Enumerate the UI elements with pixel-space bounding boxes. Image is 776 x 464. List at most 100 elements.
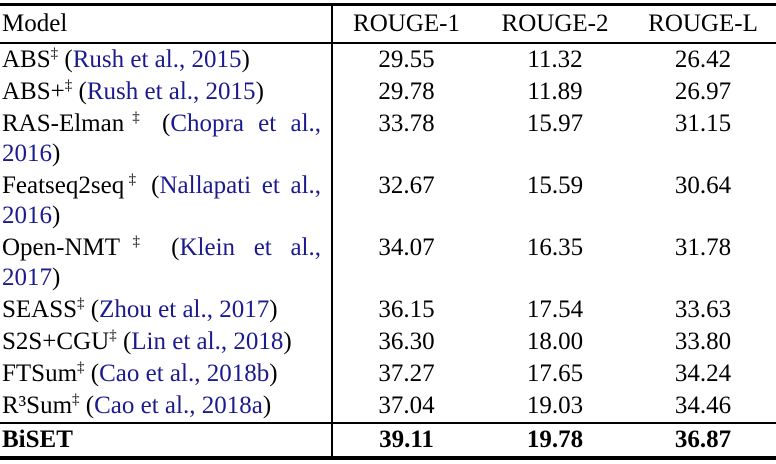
rouge1-value: 37.04 — [378, 392, 435, 419]
model-cell: S2S+CGU‡ (Lin et al., 2018) — [0, 326, 333, 358]
citation-link[interactable]: Cao et al., 2018b — [99, 360, 270, 387]
rouge2-value: 15.59 — [526, 172, 584, 199]
open-paren: ( — [171, 234, 180, 261]
citation: (Cao et al., 2018a) — [80, 392, 271, 419]
model-cell: BiSET — [0, 422, 333, 458]
citation-link[interactable]: Lin et al., 2018 — [131, 328, 284, 355]
open-paren: ( — [64, 46, 73, 73]
model-name: BiSET — [2, 426, 73, 453]
model-name: ABS — [2, 46, 51, 73]
close-paren: ) — [269, 296, 278, 323]
double-dagger-marker: ‡ — [50, 45, 59, 62]
rouge2-value: 19.78 — [480, 422, 630, 458]
table-row: Featseq2seq‡ (Nallapati et al., 2016) 32.… — [0, 170, 776, 232]
table-row: FTSum‡ (Cao et al., 2018b) 37.27 17.65 34.2… — [0, 358, 776, 390]
model-name: ABS+ — [2, 78, 65, 105]
model-name: FTSum — [2, 360, 78, 387]
citation: (Nallapati et al., 2016) — [2, 172, 321, 229]
close-paren: ) — [52, 140, 61, 167]
rouge2-value: 11.89 — [527, 78, 583, 105]
rouge1-value: 34.07 — [378, 234, 435, 261]
citation-link[interactable]: Chopra et al., 2016 — [2, 110, 322, 167]
open-paren: ( — [151, 172, 160, 199]
table-row: ABS‡ (Rush et al., 2015) 29.55 11.32 26.42 — [0, 43, 776, 76]
model-cell: ABS‡ (Rush et al., 2015) — [0, 43, 333, 76]
rouge1-value: 36.30 — [378, 328, 435, 355]
citation-link[interactable]: Nallapati et al., 2016 — [2, 172, 322, 229]
rougel-value: 34.24 — [674, 360, 732, 387]
model-cell: RAS-Elman‡ (Chopra et al., 2016) — [0, 108, 333, 170]
model-cell: FTSum‡ (Cao et al., 2018b) — [0, 358, 333, 390]
open-paren: ( — [122, 328, 132, 355]
model-name: SEASS — [2, 296, 78, 323]
citation-link[interactable]: Rush et al., 2015 — [72, 46, 242, 73]
model-name: R³Sum — [2, 392, 73, 419]
citation: (Cao et al., 2018b) — [85, 360, 278, 387]
citation-link[interactable]: Rush et al., 2015 — [86, 78, 256, 105]
rouge2-value: 17.54 — [526, 296, 584, 323]
citation: (Chopra et al., 2016) — [2, 110, 321, 167]
rougel-value: 36.87 — [630, 422, 776, 458]
column-header-rouge2: ROUGE-2 — [480, 4, 630, 44]
double-dagger-marker: ‡ — [64, 77, 73, 94]
model-name: S2S+CGU — [2, 328, 110, 355]
double-dagger-marker: ‡ — [124, 109, 148, 126]
table-row: Open-NMT‡ (Klein et al., 2017) 34.07 16.35… — [0, 232, 776, 294]
header-row: Model ROUGE-1 ROUGE-2 ROUGE-L — [0, 4, 776, 44]
model-cell: Open-NMT‡ (Klein et al., 2017) — [0, 232, 333, 294]
close-paren: ) — [283, 328, 292, 355]
column-header-rougel: ROUGE-L — [630, 4, 776, 44]
model-name: RAS-Elman — [2, 110, 125, 137]
citation-link[interactable]: Zhou et al., 2017 — [99, 296, 270, 323]
results-table: Model ROUGE-1 ROUGE-2 ROUGE-L ABS‡ (Rush… — [0, 3, 776, 460]
open-paren: ( — [85, 392, 95, 419]
citation: (Rush et al., 2015) — [58, 46, 249, 73]
double-dagger-marker: ‡ — [120, 233, 153, 250]
table-row: SEASS‡ (Zhou et al., 2017) 36.15 17.54 33.6… — [0, 294, 776, 326]
table-row: S2S+CGU‡ (Lin et al., 2018) 36.30 18.00 33.… — [0, 326, 776, 358]
rouge2-value: 15.97 — [526, 110, 584, 137]
rouge1-value: 33.78 — [378, 110, 435, 137]
rouge1-value: 29.78 — [378, 78, 435, 105]
table-row: R³Sum‡ (Cao et al., 2018a) 37.04 19.03 34.4… — [0, 390, 776, 423]
column-header-model: Model — [0, 4, 333, 44]
close-paren: ) — [255, 78, 264, 105]
open-paren: ( — [78, 78, 87, 105]
rouge2-value: 11.32 — [527, 46, 583, 73]
citation: (Klein et al., 2017) — [2, 234, 321, 291]
rougel-value: 30.64 — [674, 172, 732, 199]
double-dagger-marker: ‡ — [109, 327, 117, 344]
double-dagger-marker: ‡ — [72, 391, 80, 408]
rougel-value: 31.78 — [674, 234, 732, 261]
model-name: Featseq2seq — [2, 172, 125, 199]
rougel-value: 26.97 — [674, 78, 732, 105]
citation-link[interactable]: Cao et al., 2018a — [94, 392, 263, 419]
citation: (Zhou et al., 2017) — [85, 296, 278, 323]
citation-link[interactable]: Klein et al., 2017 — [2, 234, 321, 291]
table-row: BiSET 39.11 19.78 36.87 — [0, 422, 776, 458]
model-cell: R³Sum‡ (Cao et al., 2018a) — [0, 390, 333, 423]
rougel-value: 31.15 — [674, 110, 732, 137]
double-dagger-marker: ‡ — [124, 171, 141, 188]
rouge1-value: 29.55 — [378, 46, 435, 73]
double-dagger-marker: ‡ — [77, 295, 85, 312]
rouge2-value: 16.35 — [526, 234, 584, 261]
citation: (Lin et al., 2018) — [117, 328, 292, 355]
open-paren: ( — [162, 110, 171, 137]
open-paren: ( — [90, 360, 100, 387]
model-cell: SEASS‡ (Zhou et al., 2017) — [0, 294, 333, 326]
rouge2-value: 18.00 — [526, 328, 584, 355]
citation: (Rush et al., 2015) — [72, 78, 264, 105]
rougel-value: 34.46 — [674, 392, 732, 419]
rougel-value: 33.63 — [674, 296, 732, 323]
rouge1-value: 37.27 — [378, 360, 435, 387]
rouge1-value: 36.15 — [378, 296, 435, 323]
rougel-value: 33.80 — [674, 328, 732, 355]
close-paren: ) — [52, 202, 61, 229]
rougel-value: 26.42 — [674, 46, 732, 73]
model-cell: Featseq2seq‡ (Nallapati et al., 2016) — [0, 170, 333, 232]
rouge2-value: 19.03 — [526, 392, 584, 419]
close-paren: ) — [269, 360, 278, 387]
model-name: Open-NMT — [2, 234, 121, 261]
